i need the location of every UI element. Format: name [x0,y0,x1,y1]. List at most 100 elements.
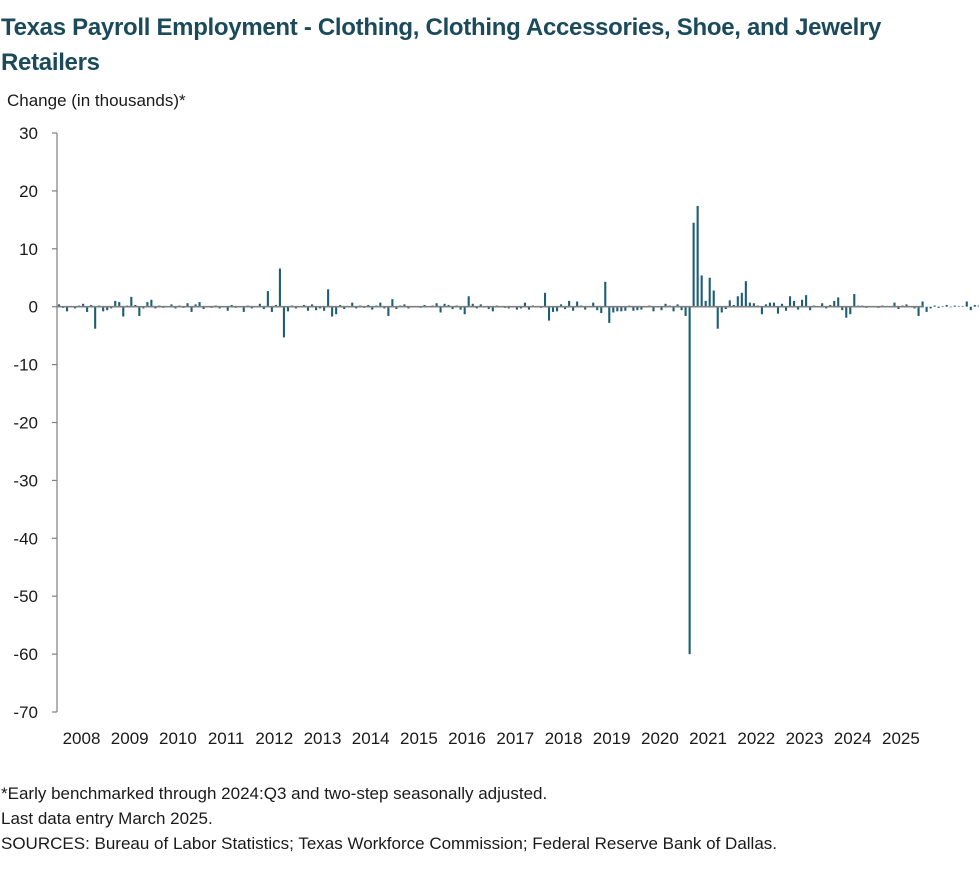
bar [961,306,964,307]
bar [596,306,599,311]
bar [913,306,916,309]
bar [302,304,306,307]
bar [660,306,663,311]
y-tick-label: -30 [13,471,38,490]
bar [130,296,133,307]
bar [849,306,852,315]
bar [640,306,643,310]
bar-series [57,205,979,655]
bar [315,306,318,311]
bar [748,302,751,307]
y-tick-label: -50 [13,587,38,606]
bar [443,303,446,307]
bar [572,306,575,311]
x-tick-label: 2017 [496,729,534,748]
bar [736,296,739,307]
bar [487,306,490,310]
y-tick-label: 0 [29,298,38,317]
bar [270,306,273,312]
bar [379,302,382,307]
bar [917,306,920,316]
bar [282,306,285,338]
x-tick-label: 2013 [304,729,342,748]
bar [262,306,265,310]
bar [957,306,960,307]
bar [688,306,691,655]
x-tick-label: 2008 [63,729,101,748]
x-tick-label: 2024 [834,729,872,748]
bar [809,306,812,311]
bar [728,300,731,307]
y-tick-label: 30 [19,124,38,143]
bar [704,300,707,307]
bar [110,306,113,309]
bar [612,306,615,313]
bar [845,306,848,318]
bar [793,300,796,307]
bar [965,301,968,307]
bar [343,306,346,310]
x-tick-label: 2011 [208,729,245,748]
bar [720,306,723,313]
bar [523,302,526,307]
x-tick-label: 2012 [255,729,293,748]
x-tick-label: 2014 [352,729,390,748]
bar [306,306,310,311]
bar [780,303,784,307]
bar [608,306,611,323]
bar [825,306,828,309]
bar [664,303,667,307]
bar [242,306,245,312]
bar [837,297,840,307]
bar [138,306,141,316]
bar [218,306,221,309]
bar [198,302,201,307]
x-axis: 2008 2009 2010 2011 2012 2013 2014 2015 2016 2017… [63,729,920,748]
bar [937,306,940,308]
bar [680,306,683,311]
bar [784,306,788,311]
bar [929,306,932,309]
bar [327,289,330,307]
chart-title: Texas Payroll Employment - Clothing, Clo… [1,14,882,76]
bar [230,304,233,307]
bar [351,302,354,307]
bar [752,303,755,307]
bar [700,275,703,307]
bar [82,303,85,307]
bar [676,304,679,307]
bar [266,291,269,307]
bar [740,292,743,307]
bar [278,268,281,307]
y-tick-label: -60 [13,645,38,664]
bar [953,305,956,307]
bar [403,304,406,307]
bar [286,306,289,312]
bar [636,306,639,311]
footnote-last-entry: Last data entry March 2025. [1,809,213,828]
bar [57,304,61,307]
bar [423,304,426,307]
bar [294,306,298,309]
bar [339,304,342,307]
bar [556,306,559,312]
y-tick-label: 10 [19,240,38,259]
bar [604,281,607,307]
bar [491,306,494,312]
bar [515,306,518,310]
bar [250,306,253,309]
bar [977,305,979,307]
x-tick-label: 2021 [689,729,727,748]
bar [760,306,763,315]
bar [118,302,121,307]
bar [949,306,952,308]
bar [371,306,374,310]
y-tick-label: -10 [13,356,38,375]
bar [732,304,735,307]
bar [547,306,551,321]
bar [897,306,900,310]
bar [620,306,623,312]
bar [969,306,972,311]
bar [65,306,69,312]
